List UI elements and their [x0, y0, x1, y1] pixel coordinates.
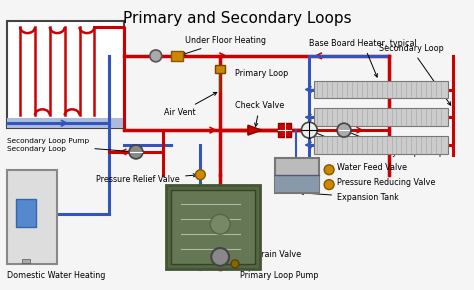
Bar	[274, 158, 319, 193]
Circle shape	[337, 123, 351, 137]
Text: Air Vent: Air Vent	[164, 93, 217, 117]
Text: Base Board Heater, typical: Base Board Heater, typical	[310, 39, 417, 77]
Bar	[274, 175, 319, 192]
Text: Drain Valve: Drain Valve	[239, 251, 301, 264]
Bar	[7, 170, 57, 264]
Text: Expansion Tank: Expansion Tank	[300, 191, 399, 202]
Polygon shape	[248, 125, 262, 135]
Circle shape	[210, 214, 230, 234]
Text: Flow Control Valve: Flow Control Valve	[313, 131, 393, 154]
Circle shape	[231, 260, 239, 268]
Bar	[314, 81, 448, 98]
Text: Primary and Secondary Loops: Primary and Secondary Loops	[123, 11, 351, 26]
Circle shape	[150, 50, 162, 62]
Bar	[7, 21, 124, 128]
Text: Secondary Loop: Secondary Loop	[379, 44, 451, 105]
Circle shape	[324, 165, 334, 175]
Text: Pressure Reducing Valve: Pressure Reducing Valve	[330, 178, 436, 187]
Text: Secondary Loop Pump: Secondary Loop Pump	[347, 131, 444, 157]
Bar	[314, 108, 448, 126]
Text: Primary Loop Pump: Primary Loop Pump	[224, 258, 319, 280]
Text: Check Valve: Check Valve	[235, 101, 284, 126]
Text: Pressure Relief Valve: Pressure Relief Valve	[96, 174, 197, 184]
Text: Water Feed Valve: Water Feed Valve	[330, 163, 407, 172]
Circle shape	[129, 145, 143, 159]
Circle shape	[324, 180, 334, 190]
Circle shape	[301, 122, 317, 138]
Text: Domestic Water Heating: Domestic Water Heating	[7, 271, 106, 280]
Bar	[166, 185, 260, 269]
Bar	[215, 65, 225, 73]
Bar	[171, 190, 255, 264]
Bar	[171, 51, 182, 61]
Text: Under Floor Heating: Under Floor Heating	[182, 36, 266, 55]
Bar	[278, 123, 292, 137]
Circle shape	[195, 170, 205, 180]
Text: Primary Loop: Primary Loop	[235, 69, 288, 78]
Bar	[7, 118, 124, 128]
Circle shape	[211, 248, 229, 266]
Bar	[16, 200, 36, 227]
Text: Secondary Loop Pump
Secondary Loop: Secondary Loop Pump Secondary Loop	[7, 139, 132, 153]
Bar	[314, 136, 448, 154]
Bar	[22, 259, 30, 263]
